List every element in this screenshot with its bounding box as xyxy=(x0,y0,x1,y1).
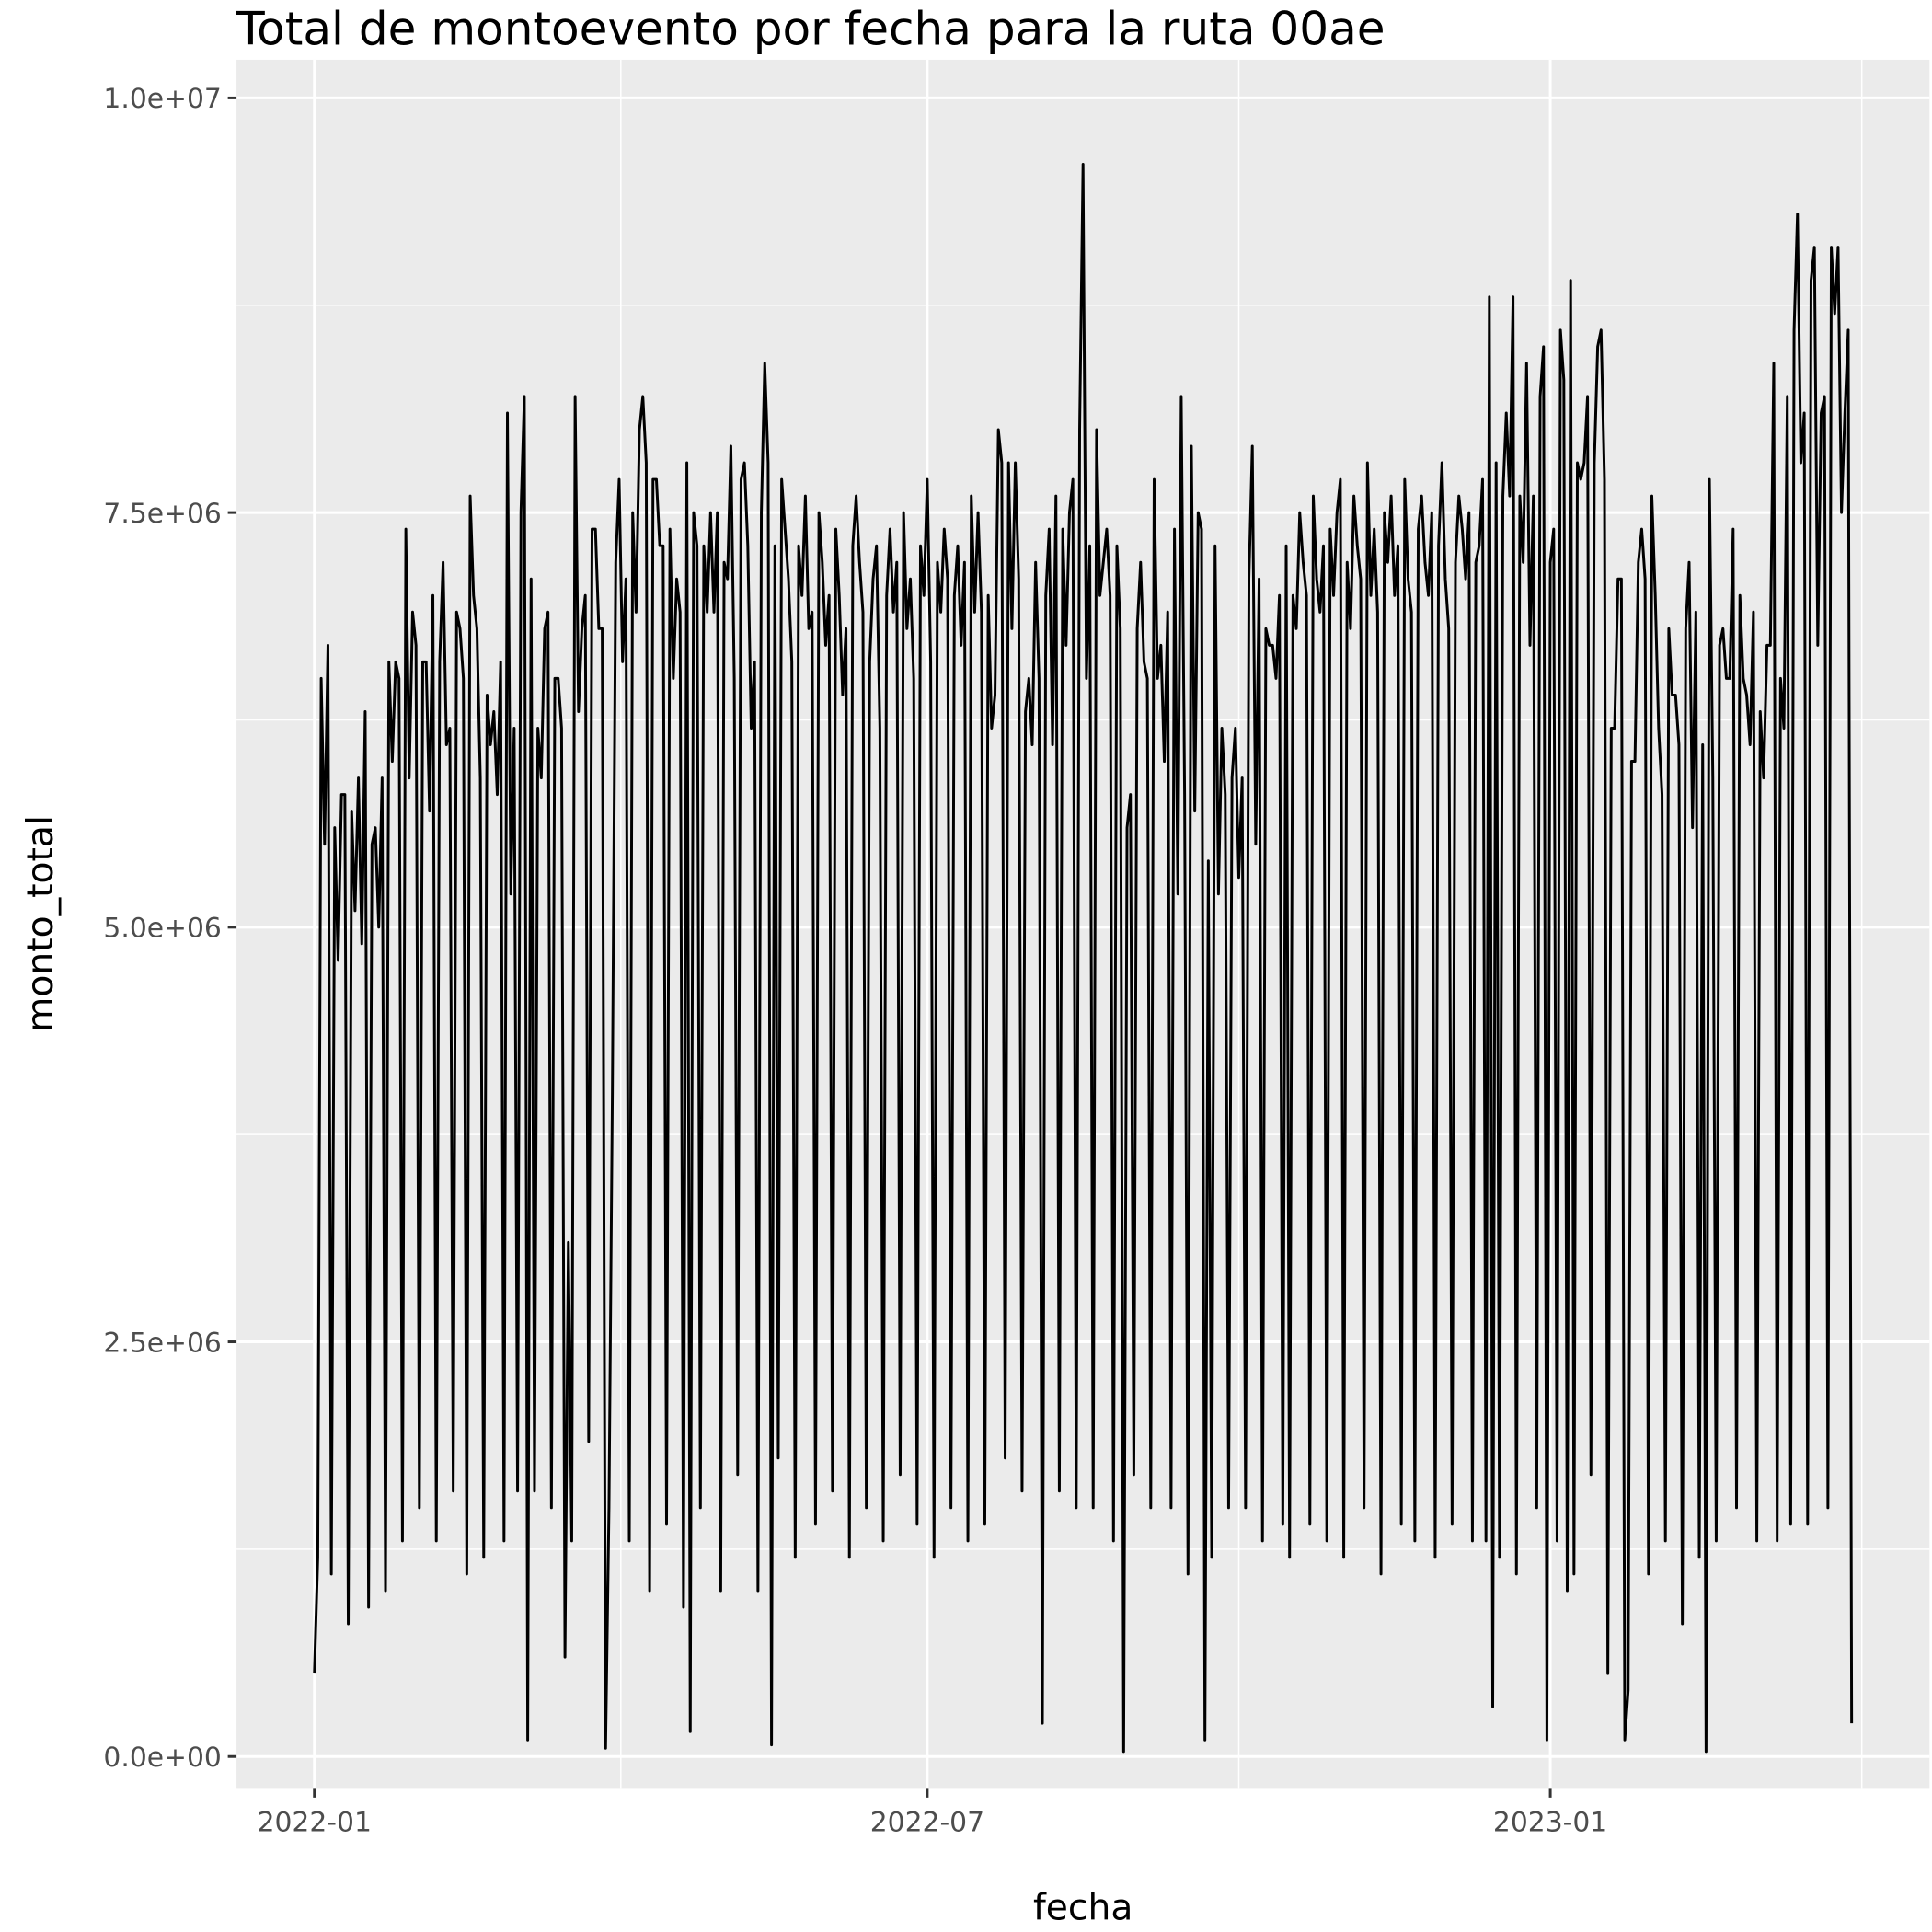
y-tick-label: 2.5e+06 xyxy=(103,1327,221,1359)
y-axis-title: monto_total xyxy=(20,815,62,1032)
x-tick-label: 2023-01 xyxy=(1493,1806,1607,1838)
axes: 0.0e+00 2.5e+06 5.0e+06 7.5e+06 1.0e+07 2022-… xyxy=(103,83,1607,1838)
grid xyxy=(236,59,1930,1789)
y-tick-label: 5.0e+06 xyxy=(103,913,221,945)
x-tick-label: 2022-01 xyxy=(258,1806,372,1838)
y-tick-label: 1.0e+07 xyxy=(103,83,221,115)
x-axis-title: fecha xyxy=(1033,1887,1133,1928)
data-line xyxy=(313,163,1854,1754)
chart-title: Total de montoevento por fecha para la r… xyxy=(236,3,1385,56)
y-tick-label: 7.5e+06 xyxy=(103,498,221,530)
y-tick-label: 0.0e+00 xyxy=(103,1742,221,1774)
marks xyxy=(313,163,1854,1754)
x-tick-label: 2022-07 xyxy=(870,1806,984,1838)
